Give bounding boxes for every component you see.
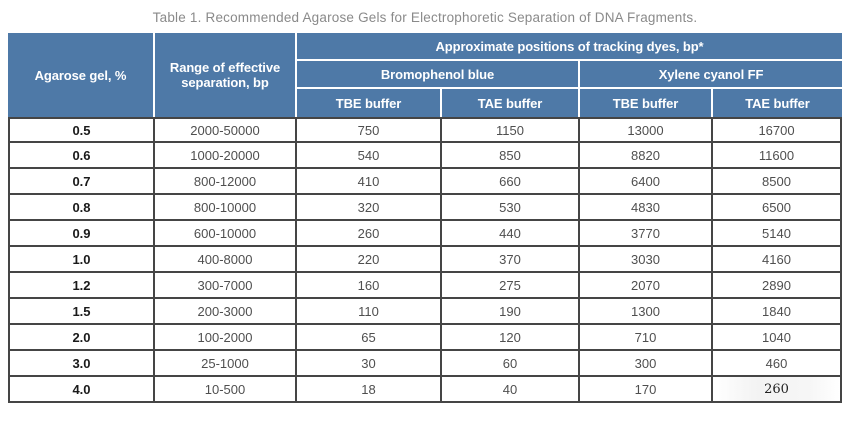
bpb-tbe-cell: 110 <box>297 299 442 325</box>
table-body: 0.5 2000-50000 750 1150 13000 16700 0.6 1000-20… <box>8 117 843 403</box>
table-row: 2.0 100-2000 65 120 710 1040 <box>8 325 843 351</box>
bpb-tae-cell: 660 <box>442 169 580 195</box>
bpb-tae-cell: 440 <box>442 221 580 247</box>
bpb-tae-cell: 190 <box>442 299 580 325</box>
xc-tbe-cell: 3030 <box>580 247 713 273</box>
gel-percent-cell: 0.6 <box>8 143 155 169</box>
range-cell: 2000-50000 <box>155 117 297 143</box>
xc-tae-cell: 11600 <box>713 143 843 169</box>
xc-tae-cell: 460 <box>713 351 843 377</box>
xc-tae-cell: 1040 <box>713 325 843 351</box>
gel-percent-cell: 0.9 <box>8 221 155 247</box>
bpb-tbe-cell: 260 <box>297 221 442 247</box>
xc-tae-cell: 6500 <box>713 195 843 221</box>
header-bpb-tbe-buffer: TBE buffer <box>297 89 442 117</box>
bpb-tae-cell: 275 <box>442 273 580 299</box>
xc-tae-cell: 2890 <box>713 273 843 299</box>
range-cell: 600-10000 <box>155 221 297 247</box>
bpb-tbe-cell: 220 <box>297 247 442 273</box>
bpb-tae-cell: 530 <box>442 195 580 221</box>
table-header: Agarose gel, % Range of effective separa… <box>8 33 843 117</box>
table-row: 0.6 1000-20000 540 850 8820 11600 <box>8 143 843 169</box>
xc-tbe-cell: 710 <box>580 325 713 351</box>
bpb-tae-cell: 120 <box>442 325 580 351</box>
gel-percent-cell: 4.0 <box>8 377 155 403</box>
xc-tbe-cell: 300 <box>580 351 713 377</box>
table-row: 4.0 10-500 18 40 170 260 <box>8 377 843 403</box>
gel-percent-cell: 1.2 <box>8 273 155 299</box>
header-agarose-gel: Agarose gel, % <box>8 33 155 117</box>
table-row: 0.7 800-12000 410 660 6400 8500 <box>8 169 843 195</box>
xc-tbe-cell: 13000 <box>580 117 713 143</box>
header-xylene-cyanol: Xylene cyanol FF <box>580 61 843 89</box>
gel-percent-cell: 0.5 <box>8 117 155 143</box>
bpb-tae-cell: 40 <box>442 377 580 403</box>
xc-tbe-cell: 2070 <box>580 273 713 299</box>
table-row: 1.2 300-7000 160 275 2070 2890 <box>8 273 843 299</box>
header-xc-tae-buffer: TAE buffer <box>713 89 843 117</box>
xc-tbe-cell: 1300 <box>580 299 713 325</box>
bpb-tbe-cell: 18 <box>297 377 442 403</box>
bpb-tbe-cell: 30 <box>297 351 442 377</box>
header-xc-tbe-buffer: TBE buffer <box>580 89 713 117</box>
table-row: 1.0 400-8000 220 370 3030 4160 <box>8 247 843 273</box>
bpb-tbe-cell: 750 <box>297 117 442 143</box>
xc-tae-cell: 16700 <box>713 117 843 143</box>
range-cell: 25-1000 <box>155 351 297 377</box>
gel-percent-cell: 0.7 <box>8 169 155 195</box>
header-row-dyes: Bromophenol blue Xylene cyanol FF <box>8 61 843 89</box>
gel-percent-cell: 1.5 <box>8 299 155 325</box>
bpb-tbe-cell: 540 <box>297 143 442 169</box>
range-cell: 1000-20000 <box>155 143 297 169</box>
range-cell: 800-12000 <box>155 169 297 195</box>
xc-tbe-cell: 3770 <box>580 221 713 247</box>
table-row: 3.0 25-1000 30 60 300 460 <box>8 351 843 377</box>
xc-tae-cell: 8500 <box>713 169 843 195</box>
header-row-group: Agarose gel, % Range of effective separa… <box>8 33 843 117</box>
gel-percent-cell: 0.8 <box>8 195 155 221</box>
header-separation-range: Range of effective separation, bp <box>155 33 297 117</box>
bpb-tbe-cell: 160 <box>297 273 442 299</box>
xc-tae-cell: 4160 <box>713 247 843 273</box>
bpb-tae-cell: 1150 <box>442 117 580 143</box>
bpb-tbe-cell: 320 <box>297 195 442 221</box>
range-cell: 200-3000 <box>155 299 297 325</box>
gel-percent-cell: 1.0 <box>8 247 155 273</box>
header-bpb-tae-buffer: TAE buffer <box>442 89 580 117</box>
range-cell: 400-8000 <box>155 247 297 273</box>
agarose-gel-table: Agarose gel, % Range of effective separa… <box>8 33 843 403</box>
bpb-tae-cell: 60 <box>442 351 580 377</box>
xc-tae-cell: 1840 <box>713 299 843 325</box>
bpb-tae-cell: 850 <box>442 143 580 169</box>
table-row: 0.9 600-10000 260 440 3770 5140 <box>8 221 843 247</box>
range-cell: 100-2000 <box>155 325 297 351</box>
xc-tae-cell: 260 <box>713 377 843 403</box>
table-row: 0.5 2000-50000 750 1150 13000 16700 <box>8 117 843 143</box>
gel-percent-cell: 2.0 <box>8 325 155 351</box>
range-cell: 300-7000 <box>155 273 297 299</box>
xc-tbe-cell: 4830 <box>580 195 713 221</box>
range-cell: 10-500 <box>155 377 297 403</box>
table-caption: Table 1. Recommended Agarose Gels for El… <box>152 10 698 25</box>
xc-tbe-cell: 8820 <box>580 143 713 169</box>
bpb-tae-cell: 370 <box>442 247 580 273</box>
bpb-tbe-cell: 65 <box>297 325 442 351</box>
xc-tbe-cell: 170 <box>580 377 713 403</box>
header-tracking-dyes-group: Approximate positions of tracking dyes, … <box>297 33 843 61</box>
range-cell: 800-10000 <box>155 195 297 221</box>
xc-tbe-cell: 6400 <box>580 169 713 195</box>
xc-tae-cell: 5140 <box>713 221 843 247</box>
bpb-tbe-cell: 410 <box>297 169 442 195</box>
table-row: 1.5 200-3000 110 190 1300 1840 <box>8 299 843 325</box>
header-bromophenol-blue: Bromophenol blue <box>297 61 580 89</box>
table-row: 0.8 800-10000 320 530 4830 6500 <box>8 195 843 221</box>
header-row-buffers: TBE buffer TAE buffer TBE buffer TAE buf… <box>8 89 843 117</box>
gel-percent-cell: 3.0 <box>8 351 155 377</box>
